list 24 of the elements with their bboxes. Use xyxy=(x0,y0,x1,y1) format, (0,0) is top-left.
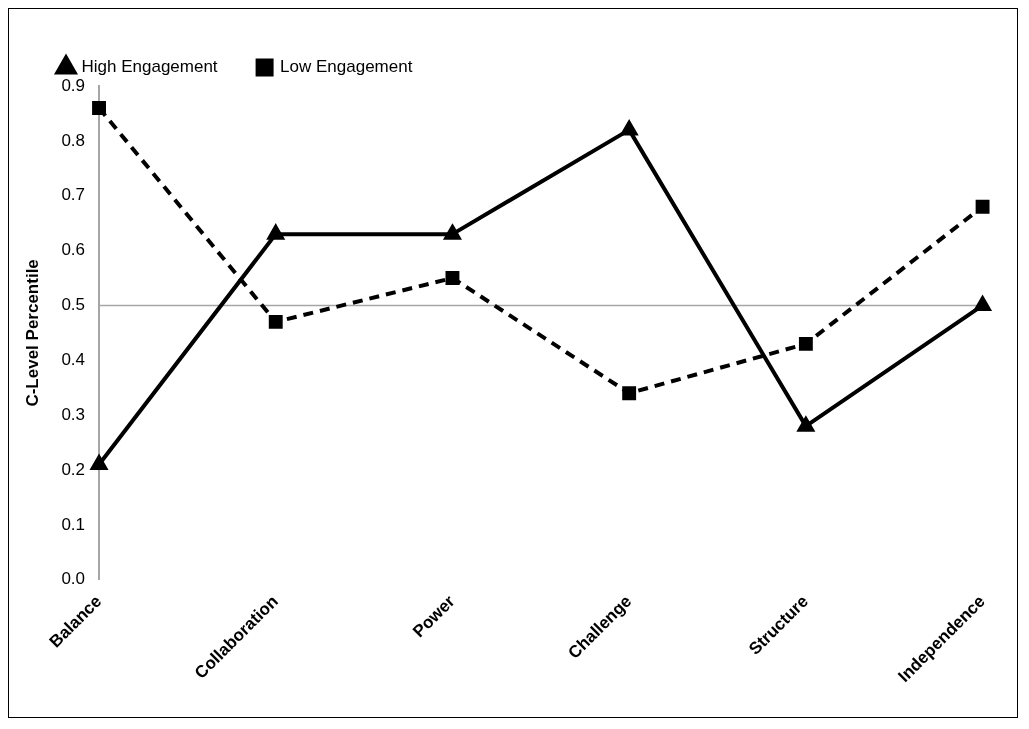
point xyxy=(92,101,106,115)
y-tick-label: 0.1 xyxy=(61,514,86,534)
point xyxy=(268,314,283,329)
y-tick-label: 0.5 xyxy=(61,295,86,315)
legend-label: Low Engagement xyxy=(280,57,413,77)
point xyxy=(798,336,813,351)
legend-label: High Engagement xyxy=(81,57,218,77)
point xyxy=(445,271,460,285)
point xyxy=(975,199,990,214)
point xyxy=(797,417,814,432)
y-tick-label: 0.7 xyxy=(61,185,86,205)
y-axis-title: C-Level Percentile xyxy=(22,259,42,407)
y-tick-label: 0.0 xyxy=(61,569,86,589)
point xyxy=(974,296,991,311)
y-tick-label: 0.4 xyxy=(61,349,86,369)
y-tick-label: 0.2 xyxy=(61,459,86,479)
y-tick-label: 0.3 xyxy=(61,404,86,424)
point xyxy=(622,386,637,401)
point xyxy=(267,225,284,240)
y-tick-label: 0.8 xyxy=(61,130,86,150)
point xyxy=(444,225,461,240)
point xyxy=(621,120,638,136)
y-tick-label: 0.6 xyxy=(61,240,86,260)
y-tick-label: 0.9 xyxy=(61,75,86,95)
